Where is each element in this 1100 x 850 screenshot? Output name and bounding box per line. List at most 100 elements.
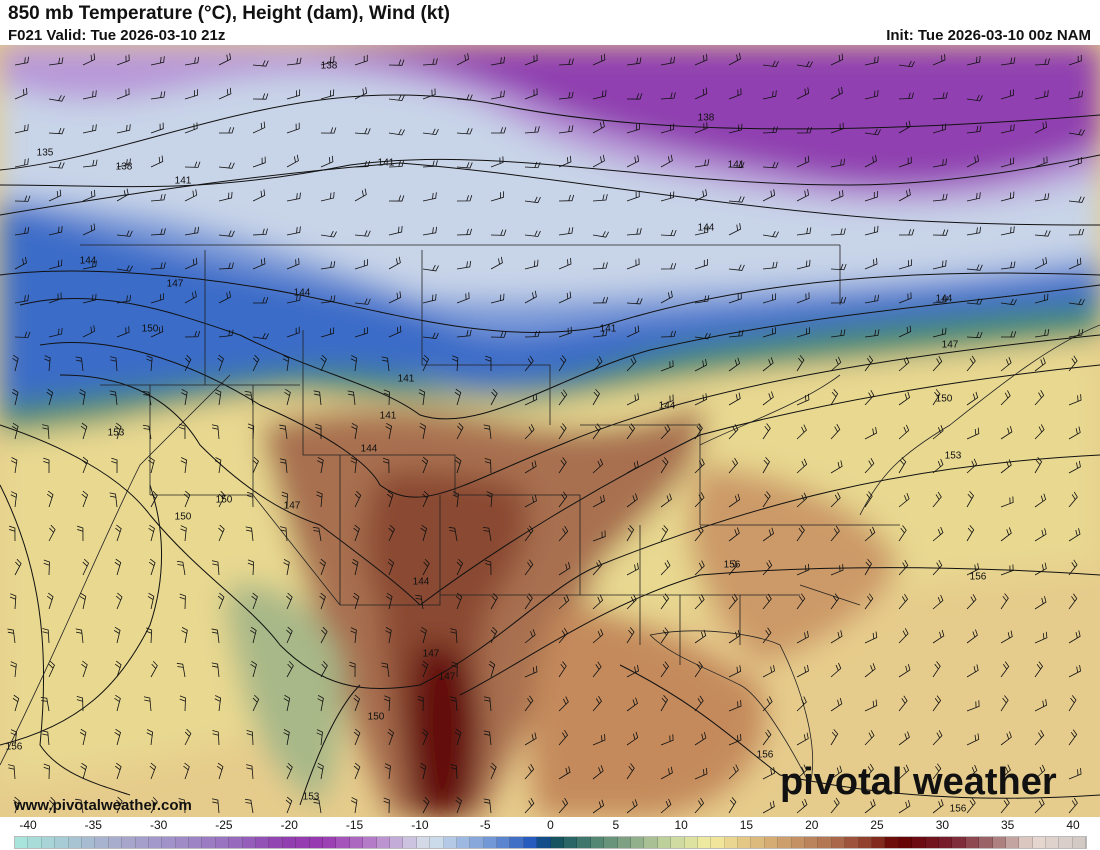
- wind-barb: [46, 592, 54, 610]
- wind-barb: [14, 256, 27, 270]
- wind-barb: [592, 89, 607, 100]
- wind-barb: [728, 733, 742, 746]
- weather-map[interactable]: 138 138 135 138 141 141 141 144 144 147 …: [0, 45, 1100, 817]
- wind-barb: [388, 59, 405, 66]
- colorbar-tick-label: -10: [411, 818, 429, 832]
- wind-barb: [218, 191, 233, 202]
- wind-barb: [728, 700, 742, 712]
- wind-barb: [383, 389, 390, 406]
- wind-barb: [1034, 729, 1045, 746]
- wind-barb: [250, 660, 257, 678]
- wind-barb: [490, 127, 507, 134]
- colorbar-cell: [122, 837, 136, 848]
- wind-barb: [353, 762, 361, 780]
- height-label: 147: [941, 339, 959, 351]
- wind-barb: [626, 627, 635, 644]
- wind-barb: [483, 730, 492, 746]
- wind-barb: [114, 762, 122, 780]
- wind-barb: [898, 292, 912, 304]
- wind-barb: [592, 733, 606, 746]
- wind-barb: [1068, 729, 1078, 746]
- wind-barb: [592, 231, 609, 238]
- wind-barb: [490, 90, 505, 100]
- wind-barb: [451, 355, 459, 372]
- wind-barb: [694, 767, 708, 780]
- colorbar-tick-label: 35: [1001, 818, 1015, 832]
- wind-barb: [388, 524, 395, 542]
- wind-barb: [762, 90, 777, 100]
- wind-barb: [146, 355, 153, 372]
- colorbar-cell: [657, 837, 672, 848]
- colorbar-cell: [430, 837, 444, 848]
- wind-barb: [592, 356, 603, 372]
- colorbar-cell: [671, 837, 685, 848]
- wind-barb: [830, 122, 844, 134]
- wind-barb: [796, 127, 813, 134]
- wind-barb: [451, 661, 458, 678]
- wind-barb: [626, 460, 639, 474]
- wind-barb: [898, 628, 909, 644]
- wind-barb: [796, 259, 811, 270]
- colorbar-cell: [724, 837, 739, 848]
- wind-barb: [150, 490, 158, 508]
- colorbar-cell: [202, 837, 216, 848]
- wind-barb: [388, 225, 403, 236]
- wind-barb: [626, 525, 635, 542]
- wind-barb: [422, 796, 430, 814]
- wind-barb: [626, 697, 638, 712]
- wind-barb: [524, 290, 537, 304]
- wind-barb: [354, 259, 368, 270]
- wind-barb: [75, 628, 84, 644]
- wind-barb: [796, 292, 810, 304]
- height-label: 153: [107, 427, 125, 439]
- wind-barb: [932, 629, 945, 644]
- wind-barb: [456, 260, 472, 270]
- wind-barb: [1034, 156, 1048, 168]
- wind-barb: [1000, 124, 1015, 134]
- wind-barb: [762, 327, 776, 338]
- wind-barb: [286, 154, 299, 168]
- wind-barb: [524, 494, 537, 508]
- wind-barb: [728, 357, 741, 372]
- wind-barb: [385, 627, 392, 644]
- wind-barb: [660, 695, 669, 712]
- wind-barb: [932, 193, 948, 202]
- wind-barb: [1000, 797, 1010, 814]
- wind-barb: [626, 297, 643, 305]
- wind-barb: [1000, 157, 1015, 168]
- wind-barb: [214, 457, 222, 474]
- wind-barb: [728, 559, 738, 576]
- wind-barb: [966, 563, 980, 576]
- height-label: 144: [293, 287, 311, 299]
- colorbar-cell: [590, 837, 605, 848]
- wind-barb: [214, 389, 222, 406]
- wind-barb: [1000, 57, 1016, 66]
- wind-barb: [456, 422, 464, 440]
- wind-barb: [82, 325, 96, 338]
- wind-barb: [1034, 631, 1048, 644]
- wind-barb: [252, 257, 266, 270]
- wind-barb: [694, 393, 708, 406]
- wind-barb: [148, 558, 156, 576]
- colorbar-cell: [858, 837, 872, 848]
- wind-barb: [317, 763, 324, 780]
- wind-barb: [42, 628, 50, 644]
- wind-barb: [12, 694, 20, 712]
- wind-barb: [1000, 764, 1011, 780]
- wind-barb: [247, 559, 255, 576]
- colorbar-cell: [416, 837, 431, 848]
- colorbar-cell: [644, 837, 658, 848]
- wind-barb: [694, 295, 710, 304]
- wind-barb: [150, 56, 165, 66]
- wind-barb: [111, 457, 118, 474]
- wind-barb: [218, 87, 232, 100]
- wind-barb: [180, 457, 188, 474]
- wind-barb: [1068, 257, 1082, 270]
- colorbar-tick-label: 10: [674, 818, 688, 832]
- wind-barb: [898, 593, 909, 610]
- wind-barb: [932, 526, 944, 542]
- wind-barb: [350, 797, 358, 814]
- wind-barb: [252, 156, 266, 168]
- wind-barb: [246, 764, 254, 780]
- wind-barb: [898, 424, 910, 440]
